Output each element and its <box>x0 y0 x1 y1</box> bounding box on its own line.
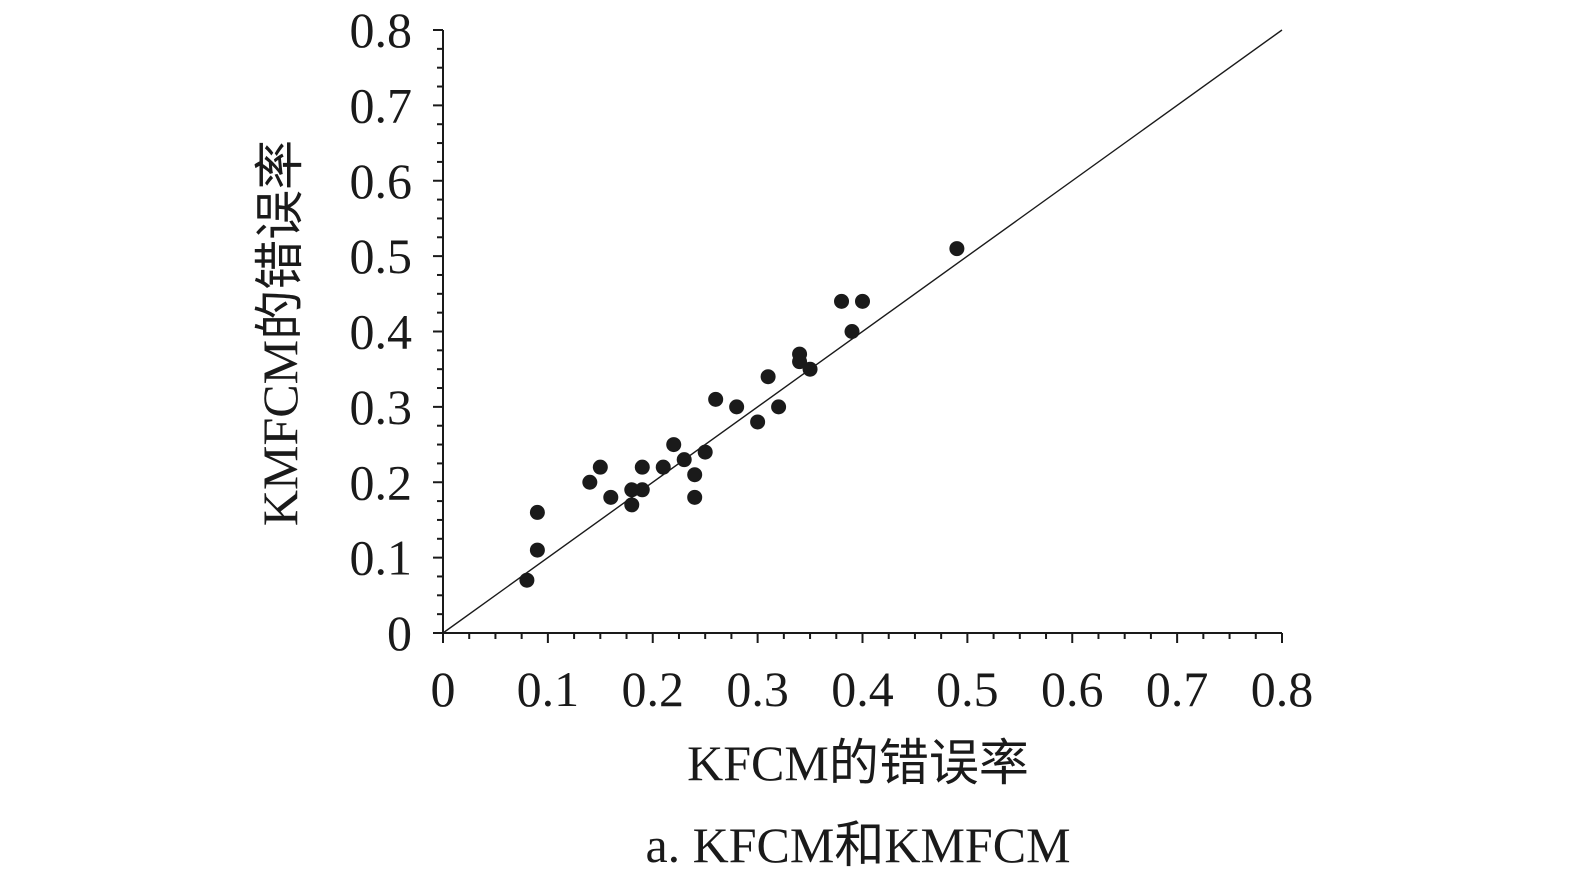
x-tick-label: 0.8 <box>1251 661 1314 717</box>
x-axis-title: KFCM的错误率 <box>687 735 1029 791</box>
y-tick-label: 0 <box>387 605 412 661</box>
data-point <box>519 572 535 588</box>
data-point <box>760 369 776 385</box>
reference-line-layer <box>442 29 1283 634</box>
data-point <box>697 444 713 460</box>
x-tick-label: 0.6 <box>1041 661 1104 717</box>
data-point <box>844 324 860 339</box>
x-tick-label: 0.4 <box>831 661 894 717</box>
x-tick-label: 0.1 <box>517 661 580 717</box>
y-tick-label: 0.3 <box>350 379 413 435</box>
data-point <box>666 437 682 453</box>
y-tick-label: 0.5 <box>350 228 413 284</box>
data-point <box>750 414 766 430</box>
tick-labels: 0 0.1 0.2 0.3 0.4 0.5 0.6 0.7 0.8 0 0.1 0.2 0.3 0.4 0.… <box>350 2 1314 717</box>
data-point <box>687 467 703 483</box>
data-points <box>519 241 965 588</box>
data-point <box>624 482 640 498</box>
tick-marks <box>433 29 1283 643</box>
x-tick-label: 0 <box>431 661 456 717</box>
y-axis-title: KMFCM的错误率 <box>252 140 308 526</box>
x-tick-label: 0.2 <box>622 661 685 717</box>
y-tick-label: 0.7 <box>350 77 413 133</box>
data-point <box>592 459 608 475</box>
data-point <box>792 354 808 370</box>
data-point <box>634 482 650 498</box>
reference-line <box>442 29 1283 634</box>
figure-caption: a. KFCM和KMFCM <box>645 817 1070 873</box>
x-tick-label: 0.7 <box>1146 661 1209 717</box>
data-point <box>729 399 745 415</box>
data-point <box>949 241 965 257</box>
data-point <box>771 399 787 415</box>
data-point <box>855 293 870 309</box>
y-tick-label: 0.4 <box>350 304 413 360</box>
data-point <box>529 504 545 520</box>
y-tick-label: 0.6 <box>350 153 413 209</box>
data-point <box>802 361 818 377</box>
data-point <box>676 452 692 468</box>
x-tick-label: 0.3 <box>726 661 789 717</box>
data-point <box>603 489 619 505</box>
y-tick-label: 0.2 <box>350 454 413 510</box>
x-tick-label: 0.5 <box>936 661 999 717</box>
data-point <box>529 542 545 558</box>
data-point <box>834 293 850 309</box>
data-point <box>582 474 598 490</box>
data-point <box>655 459 671 475</box>
y-tick-label: 0.8 <box>350 2 413 58</box>
data-point <box>624 497 640 513</box>
data-point <box>634 459 650 475</box>
y-tick-label: 0.1 <box>350 530 413 586</box>
data-point <box>687 489 703 505</box>
data-point <box>708 391 724 407</box>
